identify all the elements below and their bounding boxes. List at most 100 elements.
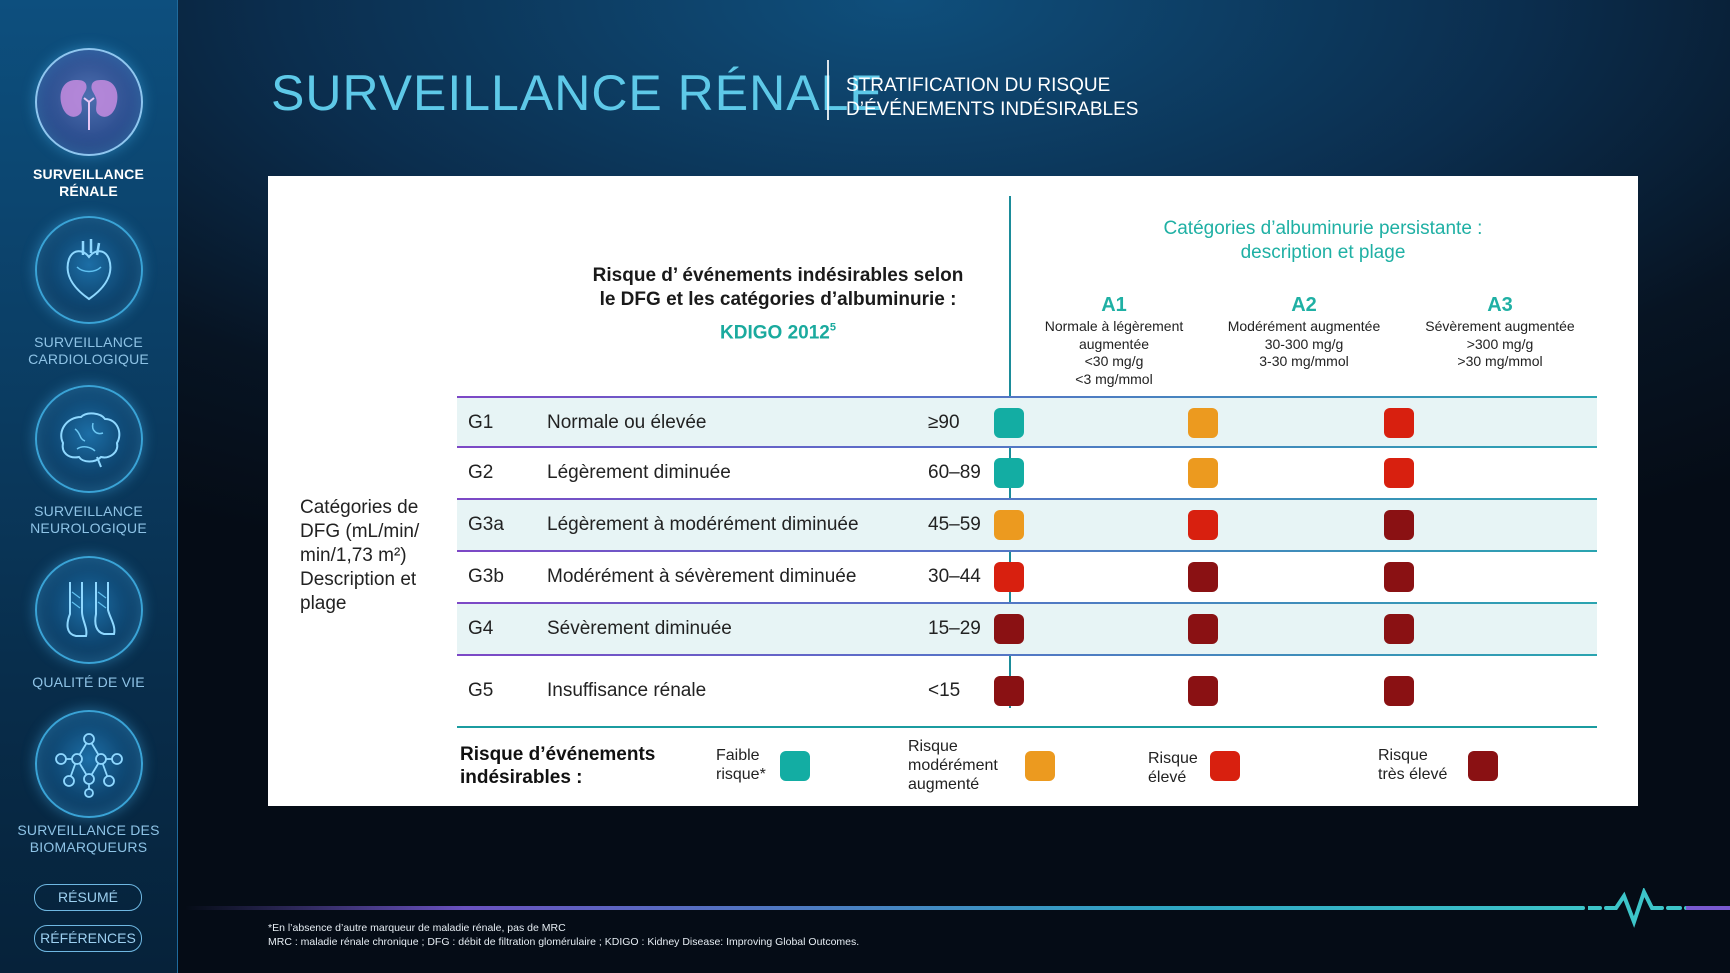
legend-swatch-high bbox=[1210, 751, 1240, 781]
legend-divider bbox=[457, 726, 1597, 728]
risk-cell-g1-a1 bbox=[994, 408, 1024, 438]
resume-button[interactable]: RÉSUMÉ bbox=[34, 884, 142, 911]
nav-label-line: QUALITÉ DE VIE bbox=[32, 674, 145, 690]
decorative-line bbox=[185, 906, 1585, 910]
risk-cell-g5-a3 bbox=[1384, 676, 1414, 706]
risk-table-card: Risque d’ événements indésirables selon … bbox=[268, 176, 1638, 806]
gfr-label-line: Catégories de bbox=[300, 497, 419, 518]
heading-line: Risque d’ événements indésirables selon bbox=[592, 265, 964, 286]
legend-line: Risque bbox=[908, 738, 958, 755]
row-divider bbox=[457, 396, 1597, 398]
nav-item-neuro[interactable]: SURVEILLANCE NEUROLOGIQUE bbox=[0, 385, 177, 540]
kdigo-text: KDIGO 2012 bbox=[720, 322, 830, 344]
column-desc-line: 3-30 mg/mmol bbox=[1259, 353, 1349, 369]
nav-label-line: SURVEILLANCE bbox=[34, 503, 143, 519]
column-desc-line: <3 mg/mmol bbox=[1075, 370, 1153, 387]
column-divider bbox=[1009, 196, 1011, 708]
nav-label-line: RÉNALE bbox=[59, 183, 118, 199]
heading-line: le DFG et les catégories d’albuminurie : bbox=[599, 289, 957, 310]
row-range: 45–59 bbox=[928, 514, 981, 535]
heart-icon bbox=[35, 216, 143, 324]
column-desc-line: Sévèrement augmentée bbox=[1425, 318, 1575, 334]
nav-item-renal[interactable]: SURVEILLANCE RÉNALE bbox=[0, 48, 177, 203]
legend-swatch-very-high bbox=[1468, 751, 1498, 781]
risk-cell-g5-a1 bbox=[994, 676, 1024, 706]
references-button[interactable]: RÉFÉRENCES bbox=[34, 925, 142, 952]
column-code: A3 bbox=[1487, 294, 1513, 316]
legend-line: augmenté bbox=[908, 776, 980, 793]
nav-label-line: SURVEILLANCE DES bbox=[17, 822, 160, 838]
column-desc-line: Normale à légèrement bbox=[1044, 318, 1184, 334]
nav-label-line: CARDIOLOGIQUE bbox=[28, 351, 149, 367]
column-desc-line: 30-300 mg/g bbox=[1264, 335, 1344, 352]
column-desc-line: Modérément augmentée bbox=[1227, 318, 1381, 334]
page-subtitle: STRATIFICATION DU RISQUE D’ÉVÉNEMENTS IN… bbox=[846, 74, 1138, 122]
row-code: G5 bbox=[468, 680, 494, 701]
footnote-line: MRC : maladie rénale chronique ; DFG : d… bbox=[268, 935, 860, 948]
legend-title-line: Risque d’événements bbox=[460, 744, 656, 765]
row-range: 30–44 bbox=[928, 566, 981, 587]
row-code: G3a bbox=[468, 514, 504, 535]
nav-item-cardio[interactable]: SURVEILLANCE CARDIOLOGIQUE bbox=[0, 216, 177, 371]
risk-cell-g4-a1 bbox=[994, 614, 1024, 644]
subtitle-line: D’ÉVÉNEMENTS INDÉSIRABLES bbox=[846, 99, 1139, 120]
albuminuria-title-line: description et plage bbox=[1240, 242, 1406, 263]
footnotes: *En l’absence d’autre marqueur de maladi… bbox=[268, 922, 859, 949]
legend-title: Risque d’événements indésirables : bbox=[460, 743, 655, 789]
risk-cell-g3b-a2 bbox=[1188, 562, 1218, 592]
risk-cell-g3b-a3 bbox=[1384, 562, 1414, 592]
risk-cell-g1-a2 bbox=[1188, 408, 1218, 438]
nav-label-neuro: SURVEILLANCE NEUROLOGIQUE bbox=[0, 503, 177, 537]
nav-label-renal: SURVEILLANCE RÉNALE bbox=[0, 166, 177, 200]
row-code: G1 bbox=[468, 412, 494, 433]
risk-cell-g3a-a2 bbox=[1188, 510, 1218, 540]
row-divider bbox=[457, 654, 1597, 656]
kdigo-label: KDIGO 20125 bbox=[568, 316, 988, 345]
column-desc-line: >30 mg/mmol bbox=[1457, 353, 1543, 369]
legend-label-very-high: Risque très élevé bbox=[1378, 746, 1447, 784]
risk-cell-g1-a3 bbox=[1384, 408, 1414, 438]
feet-icon bbox=[35, 556, 143, 664]
row-range: <15 bbox=[928, 680, 961, 701]
nav-label-line: NEUROLOGIQUE bbox=[30, 520, 147, 536]
nav-label-quality: QUALITÉ DE VIE bbox=[0, 674, 177, 691]
column-desc-line: <30 mg/g bbox=[1084, 353, 1144, 369]
legend-line: élevé bbox=[1148, 769, 1187, 786]
row-range: ≥90 bbox=[928, 412, 960, 433]
risk-cell-g4-a2 bbox=[1188, 614, 1218, 644]
nav-item-quality[interactable]: QUALITÉ DE VIE bbox=[0, 556, 177, 696]
row-description: Normale ou élevée bbox=[547, 412, 707, 433]
kidneys-icon bbox=[35, 48, 143, 156]
risk-cell-g3a-a3 bbox=[1384, 510, 1414, 540]
row-range: 60–89 bbox=[928, 462, 981, 483]
column-code: A2 bbox=[1291, 294, 1317, 316]
page-title: SURVEILLANCE RÉNALE bbox=[271, 65, 884, 121]
row-code: G3b bbox=[468, 566, 504, 587]
table-heading: Risque d’ événements indésirables selon … bbox=[568, 264, 988, 345]
brain-icon bbox=[35, 385, 143, 493]
albuminuria-title-line: Catégories d’albuminurie persistante : bbox=[1163, 218, 1483, 239]
risk-cell-g5-a2 bbox=[1188, 676, 1218, 706]
nav-label-cardio: SURVEILLANCE CARDIOLOGIQUE bbox=[0, 334, 177, 368]
kdigo-reference: 5 bbox=[829, 322, 836, 334]
risk-cell-g3b-a1 bbox=[994, 562, 1024, 592]
legend-swatch-moderate bbox=[1025, 751, 1055, 781]
gfr-label-line: DFG (mL/min/ bbox=[300, 521, 420, 542]
row-divider bbox=[457, 446, 1597, 448]
nav-item-biomarkers[interactable]: SURVEILLANCE DES BIOMARQUEURS bbox=[0, 710, 177, 860]
title-divider bbox=[827, 60, 829, 120]
column-desc-line: augmentée bbox=[1078, 335, 1150, 352]
row-description: Modérément à sévèrement diminuée bbox=[547, 566, 857, 587]
row-description: Sévèrement diminuée bbox=[547, 618, 732, 639]
risk-cell-g2-a2 bbox=[1188, 458, 1218, 488]
legend-label-high: Risque élevé bbox=[1148, 749, 1198, 787]
risk-cell-g2-a1 bbox=[994, 458, 1024, 488]
legend-line: Faible bbox=[716, 747, 760, 764]
nav-label-line: SURVEILLANCE bbox=[34, 334, 143, 350]
legend-line: Risque bbox=[1378, 747, 1428, 764]
legend-line: très élevé bbox=[1378, 766, 1448, 783]
heartbeat-logo-icon bbox=[1588, 888, 1730, 928]
legend-line: modérément bbox=[908, 757, 998, 774]
column-header-a3: A3 Sévèrement augmentée >300 mg/g >30 mg… bbox=[1405, 292, 1595, 371]
row-description: Insuffisance rénale bbox=[547, 680, 707, 701]
